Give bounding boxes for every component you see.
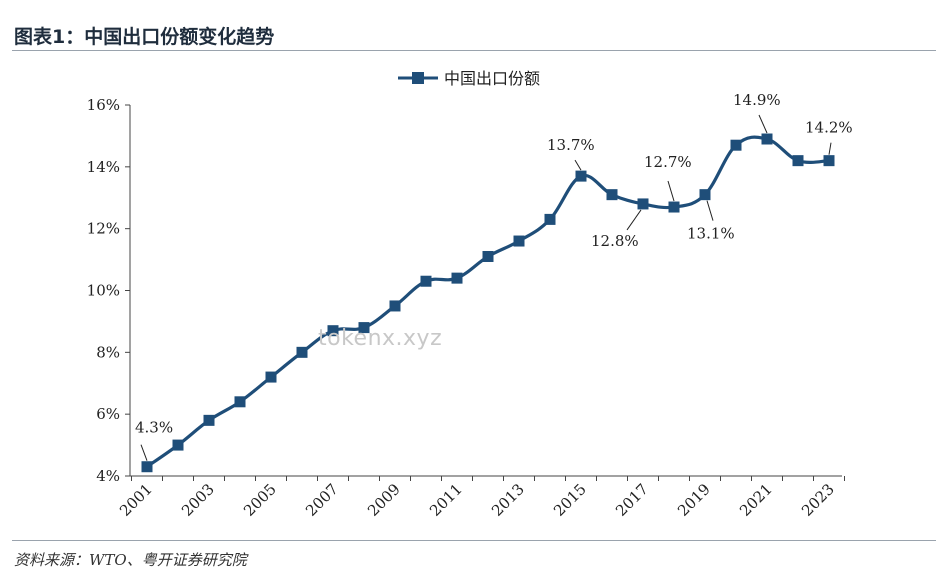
data-label-leader [758,114,768,134]
chart-legend: 中国出口份额 [398,69,540,88]
x-tick-label: 2005 [240,480,280,520]
x-tick-label: 2013 [488,480,528,520]
x-tick-label: 2015 [550,480,590,520]
data-label-leader [626,209,642,231]
x-tick-label: 2003 [178,480,218,520]
x-tick-label: 2023 [798,480,838,520]
y-tick-label: 12% [87,220,120,238]
data-label: 12.7% [644,153,692,171]
data-label-leader [667,180,675,202]
data-point-marker [327,325,339,337]
data-point-marker [451,272,463,284]
x-tick-label: 2019 [674,480,714,520]
x-tick-label: 2017 [612,480,652,520]
data-point-marker [823,155,835,167]
x-tick-label: 2001 [116,480,156,520]
series-line [146,135,830,469]
y-tick-label: 10% [87,282,120,300]
data-label: 12.8% [591,232,639,250]
legend-label: 中国出口份额 [444,69,540,88]
top-divider [12,50,936,51]
data-point-marker [203,414,215,426]
data-point-marker [544,213,556,225]
data-label-leader [828,142,832,155]
data-point-marker [761,133,773,145]
x-tick-label: 2009 [364,480,404,520]
data-point-marker [606,189,618,201]
data-point-marker [637,198,649,210]
y-tick-label: 8% [96,343,120,361]
data-label: 14.2% [805,119,853,137]
data-point-marker [699,189,711,201]
x-tick-label: 2021 [736,480,776,520]
data-point-marker [482,250,494,262]
data-point-marker [234,396,246,408]
data-point-marker [792,155,804,167]
data-label-leader [574,159,582,171]
x-tick-label: 2007 [302,480,342,520]
data-label-leader [140,444,148,461]
data-point-marker [389,300,401,312]
data-point-marker [172,439,184,451]
chart-data-labels: 4.3% 13.7% 12.8% 12.7% 13.1% 14.9% 14.2% [135,91,853,461]
data-point-marker [358,322,370,334]
data-point-marker [575,170,587,182]
data-label: 13.7% [547,136,595,154]
data-point-marker [730,139,742,151]
chart-title: 图表1：中国出口份额变化趋势 [14,26,275,48]
data-point-marker [296,346,308,358]
data-point-marker [265,371,277,383]
y-tick-label: 14% [87,158,120,176]
data-label: 14.9% [733,91,781,109]
source-note: 资料来源：WTO、粤开证券研究院 [14,551,247,569]
data-point-marker [668,201,680,213]
chart-axes: 4% 6% 8% 10% 12% 14% 16% 2001 2003 2005 2007 2009 20… [87,96,845,520]
data-label: 4.3% [135,419,173,437]
legend-marker [412,72,424,84]
data-point-marker [513,235,525,247]
y-tick-label: 16% [87,96,120,114]
y-tick-label: 6% [96,405,120,423]
watermark-text: tokenx.xyz [318,326,443,351]
chart-series [141,133,835,473]
y-tick-label: 4% [96,467,120,485]
data-label-leader [706,200,714,221]
x-tick-label: 2011 [426,480,466,520]
bottom-divider [12,540,936,541]
data-point-marker [141,461,153,473]
data-label: 13.1% [687,225,735,243]
data-point-marker [420,275,432,287]
